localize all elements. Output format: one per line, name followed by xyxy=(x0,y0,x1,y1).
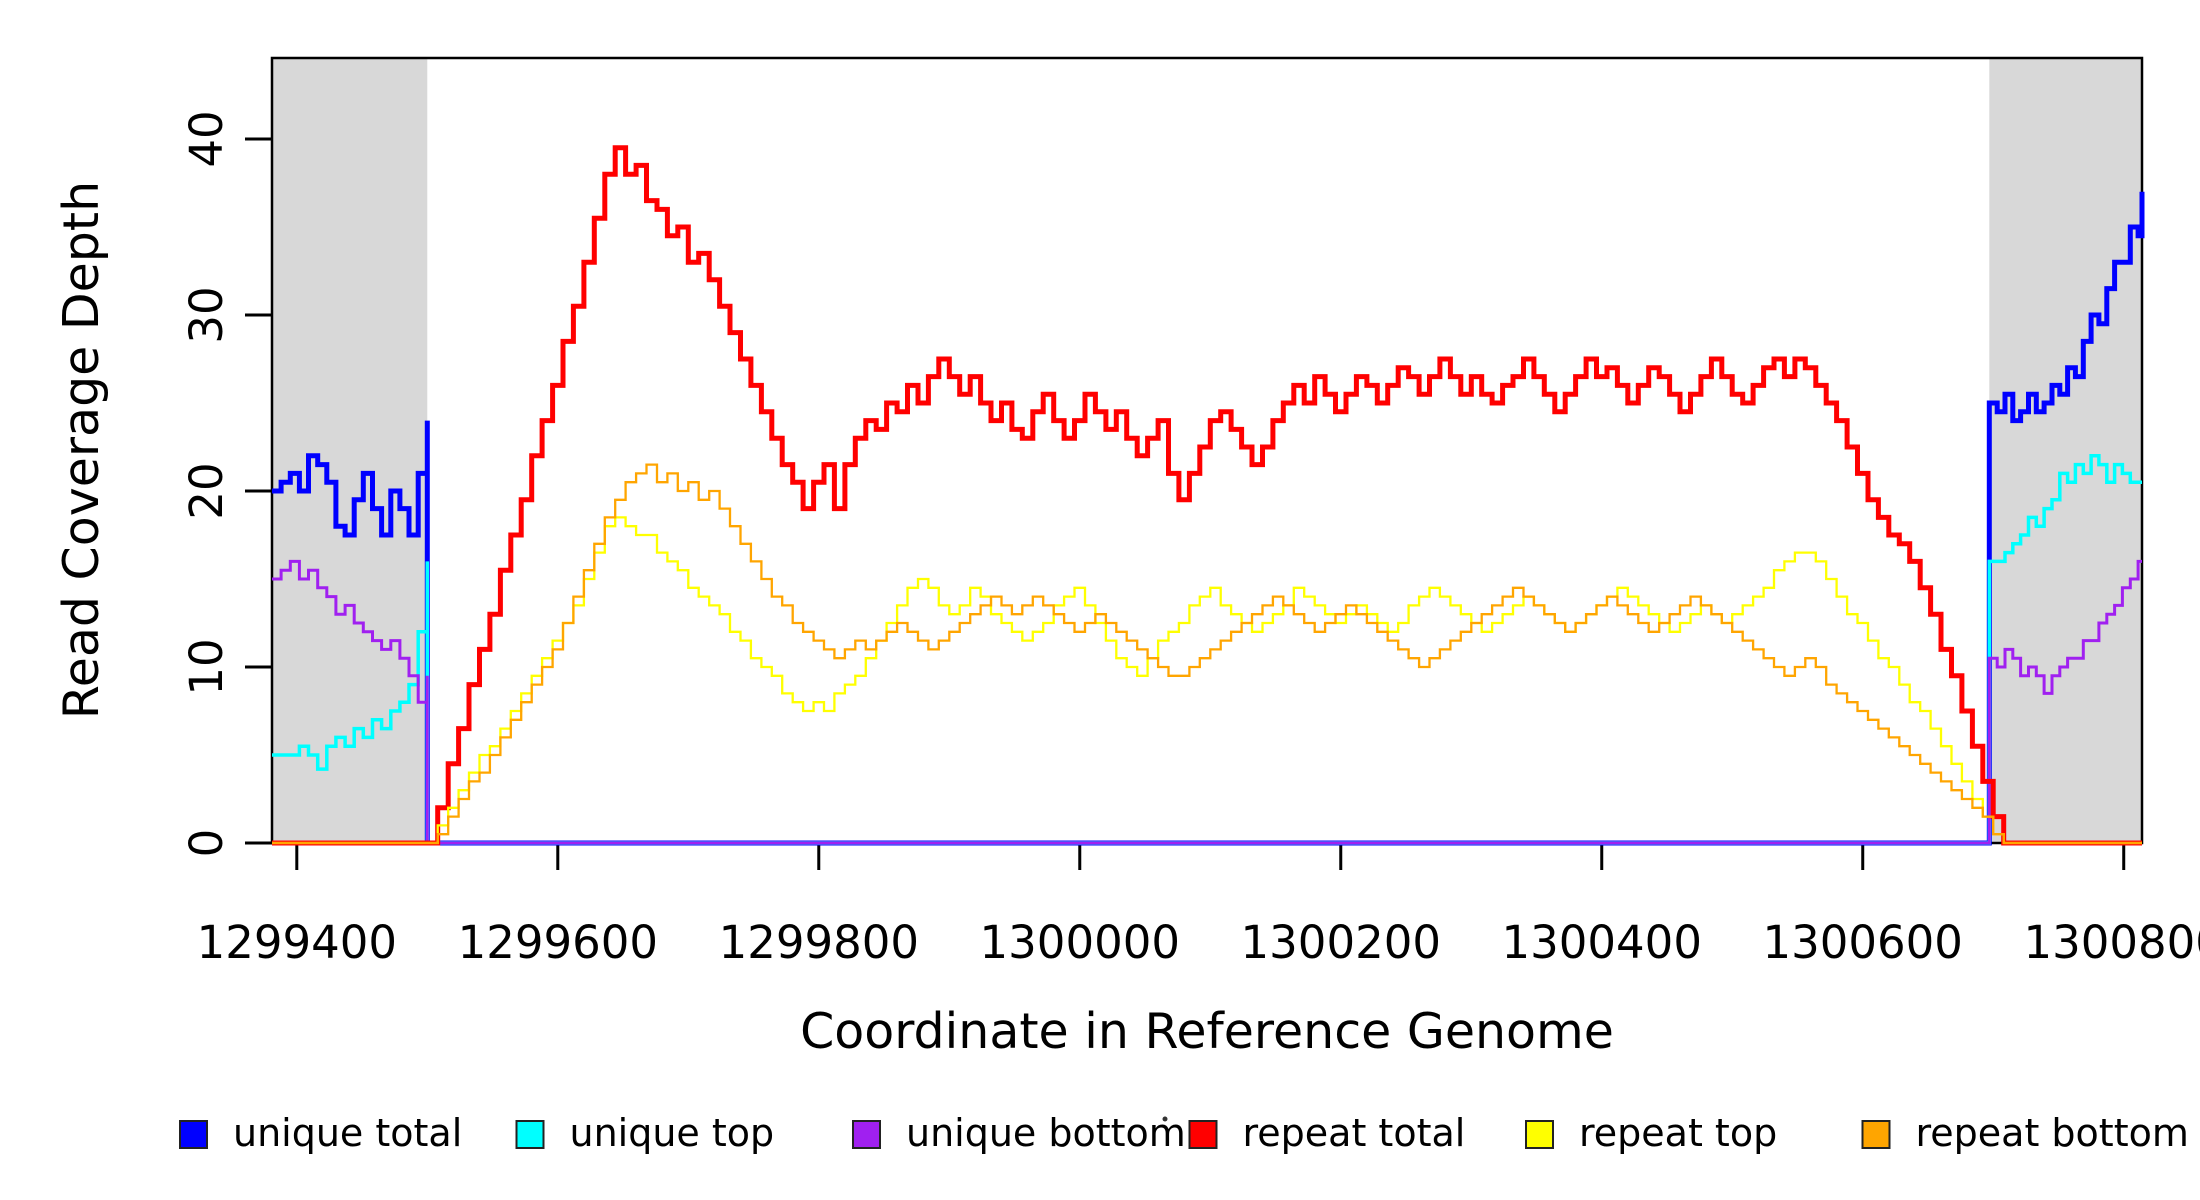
plot-box-border xyxy=(270,56,2144,845)
series-line-repeat-total xyxy=(272,145,2142,846)
legend-item-repeat-total: repeat total xyxy=(1188,1111,1466,1155)
legend-label-repeat-top: repeat top xyxy=(1579,1111,1777,1155)
legend-label-repeat-total: repeat total xyxy=(1243,1111,1466,1155)
legend-swatch-repeat-total xyxy=(1188,1120,1218,1149)
chart-legend: unique total unique top unique bottom repea… xyxy=(179,1111,2189,1155)
x-tick-label: 1300200 xyxy=(1241,916,1441,969)
series-line-repeat-bottom xyxy=(272,463,2142,845)
x-tick-label: 1300400 xyxy=(1502,916,1702,969)
y-tick-label: 40 xyxy=(180,110,233,167)
legend-item-unique-total: unique total xyxy=(179,1111,462,1155)
series-line-repeat-top xyxy=(272,516,2142,845)
legend-label-unique-bottom: unique bottom xyxy=(906,1111,1186,1155)
legend-swatch-unique-top xyxy=(515,1120,545,1149)
legend-swatch-unique-total xyxy=(179,1120,208,1149)
series-line-unique-top xyxy=(272,454,2142,845)
x-tick-label: 1299600 xyxy=(458,916,658,969)
legend-swatch-unique-bottom xyxy=(852,1120,881,1149)
x-tick-label: 1300000 xyxy=(980,916,1180,969)
stray-dot-artifact xyxy=(1162,1116,1168,1122)
masked-region-right xyxy=(1989,58,2142,843)
y-tick-label: 30 xyxy=(180,286,233,343)
series-line-unique-bottom xyxy=(272,559,2142,845)
series-line-unique-total xyxy=(272,191,2145,846)
y-axis-label: Read Coverage Depth xyxy=(53,181,110,719)
masked-region-left xyxy=(272,58,428,843)
legend-item-unique-bottom: unique bottom xyxy=(852,1111,1186,1155)
y-tick-label: 10 xyxy=(180,638,233,695)
legend-label-repeat-bottom: repeat bottom xyxy=(1916,1111,2189,1155)
legend-swatch-repeat-bottom xyxy=(1861,1120,1891,1149)
legend-label-unique-top: unique top xyxy=(570,1111,775,1155)
x-tick-label: 1299800 xyxy=(719,916,919,969)
legend-item-repeat-top: repeat top xyxy=(1525,1111,1777,1155)
legend-item-repeat-bottom: repeat bottom xyxy=(1861,1111,2189,1155)
y-tick-label: 20 xyxy=(180,462,233,519)
x-axis-label: Coordinate in Reference Genome xyxy=(800,1003,1614,1060)
legend-label-unique-total: unique total xyxy=(233,1111,462,1155)
legend-item-unique-top: unique top xyxy=(515,1111,775,1155)
x-tick-label: 1299400 xyxy=(197,916,397,969)
legend-swatch-repeat-top xyxy=(1525,1120,1554,1149)
y-tick-label: 0 xyxy=(180,829,233,858)
x-tick-label: 1300600 xyxy=(1763,916,1963,969)
